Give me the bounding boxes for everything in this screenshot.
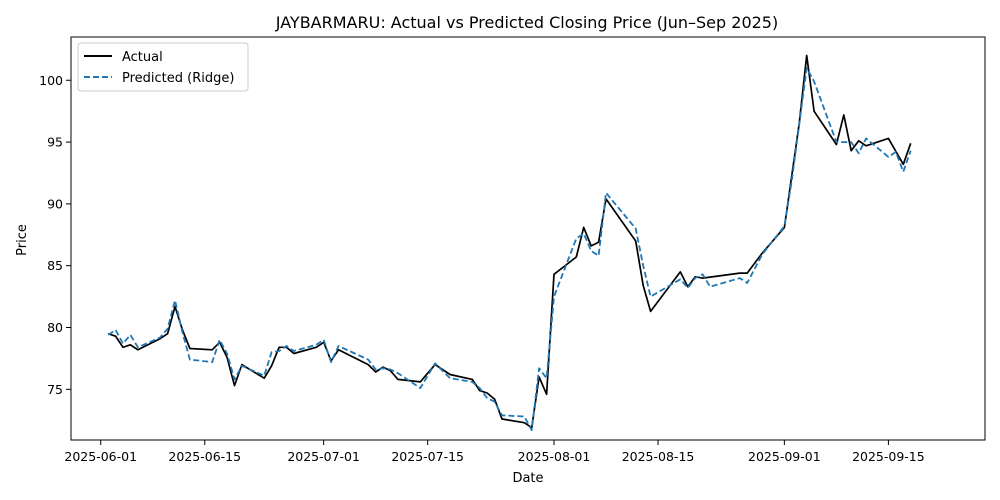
y-axis-label: Price bbox=[15, 224, 30, 256]
y-tick-label: 100 bbox=[39, 73, 63, 88]
y-tick-label: 75 bbox=[47, 382, 63, 397]
series-line-0 bbox=[107, 54, 912, 429]
legend-box bbox=[77, 42, 249, 92]
series-line-1 bbox=[107, 67, 912, 431]
y-tick-label: 90 bbox=[47, 196, 63, 211]
x-tick-label: 2025-09-01 bbox=[748, 449, 821, 464]
y-axis-ticks: 75 80 85 90 95 100 bbox=[39, 73, 71, 397]
series-layer bbox=[107, 54, 912, 431]
legend-label-actual: Actual bbox=[122, 50, 163, 65]
x-tick-label: 2025-07-15 bbox=[391, 449, 464, 464]
chart-title: JAYBARMARU: Actual vs Predicted Closing … bbox=[275, 13, 778, 32]
x-tick-label: 2025-07-01 bbox=[287, 449, 360, 464]
x-tick-label: 2025-08-01 bbox=[518, 449, 591, 464]
legend: Actual Predicted (Ridge) bbox=[77, 42, 249, 92]
y-tick-label: 95 bbox=[47, 135, 63, 150]
y-tick-label: 85 bbox=[47, 258, 63, 273]
x-axis-label: Date bbox=[512, 471, 543, 486]
x-tick-label: 2025-08-15 bbox=[622, 449, 695, 464]
y-tick-label: 80 bbox=[47, 320, 63, 335]
legend-label-predicted: Predicted (Ridge) bbox=[122, 71, 234, 86]
x-axis-ticks: 2025-06-01 2025-06-15 2025-07-01 2025-07-15… bbox=[64, 440, 925, 464]
plot-frame bbox=[70, 36, 986, 441]
x-tick-label: 2025-06-01 bbox=[64, 449, 137, 464]
x-tick-label: 2025-09-15 bbox=[852, 449, 925, 464]
x-tick-label: 2025-06-15 bbox=[168, 449, 241, 464]
